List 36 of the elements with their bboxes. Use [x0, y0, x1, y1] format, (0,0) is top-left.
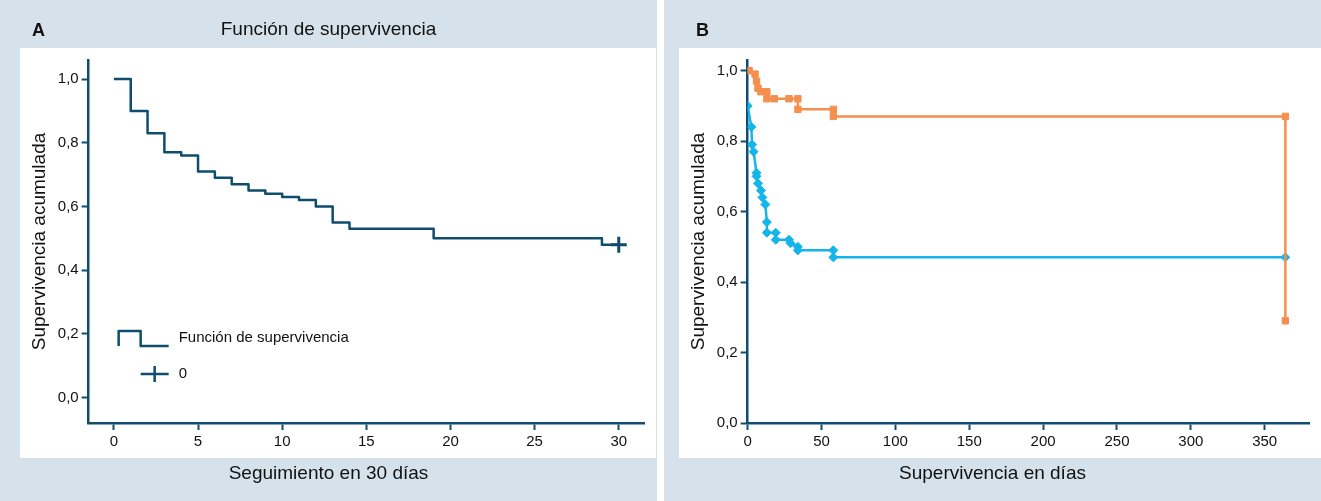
- x-tick-label: 20: [442, 432, 459, 450]
- y-tick-label: 0,6: [57, 196, 79, 214]
- x-tick-label: 350: [1252, 432, 1278, 450]
- x-tick-label: 250: [1104, 432, 1130, 450]
- y-tick-label: 0,2: [57, 323, 79, 341]
- x-tick-label: 25: [526, 432, 543, 450]
- text: B: [696, 20, 709, 41]
- x-tick-label: 15: [357, 432, 375, 450]
- x-tick-label: 0: [743, 432, 752, 450]
- x-tick-label: 100: [882, 432, 908, 450]
- x-axis-title: Supervivencia en días: [898, 462, 1087, 484]
- y-tick-label: 1,0: [57, 69, 79, 87]
- x-tick-label: 150: [956, 432, 982, 450]
- y-tick-label: 0,2: [716, 342, 738, 360]
- x-tick-label: 30: [610, 432, 628, 450]
- y-tick-label: 1,0: [716, 60, 738, 78]
- legend-label: 0: [178, 364, 187, 382]
- chart-title: Función de supervivencia: [220, 18, 437, 39]
- y-tick-label: 0,8: [716, 131, 738, 149]
- y-tick-label: 0,4: [716, 272, 738, 290]
- x-tick-label: 200: [1030, 432, 1056, 450]
- y-axis-title: Supervivencia acumulada: [686, 132, 708, 351]
- y-axis-title: Supervivencia acumulada: [27, 132, 49, 351]
- y-tick-label: 0,4: [57, 260, 79, 278]
- x-tick-label: 0: [109, 432, 119, 450]
- y-tick-label: 0,0: [716, 413, 738, 431]
- y-tick-label: 0,6: [716, 201, 738, 219]
- y-tick-label: 0,8: [57, 132, 79, 150]
- x-tick-label: 10: [273, 432, 291, 450]
- x-tick-label: 300: [1178, 432, 1204, 450]
- text: A: [32, 20, 45, 41]
- x-tick-label: 50: [813, 432, 830, 450]
- legend-label: Función de supervivencia: [178, 328, 350, 346]
- x-tick-label: 5: [193, 432, 203, 450]
- x-axis-title: Seguimiento en 30 días: [227, 462, 430, 484]
- y-tick-label: 0,0: [57, 387, 79, 405]
